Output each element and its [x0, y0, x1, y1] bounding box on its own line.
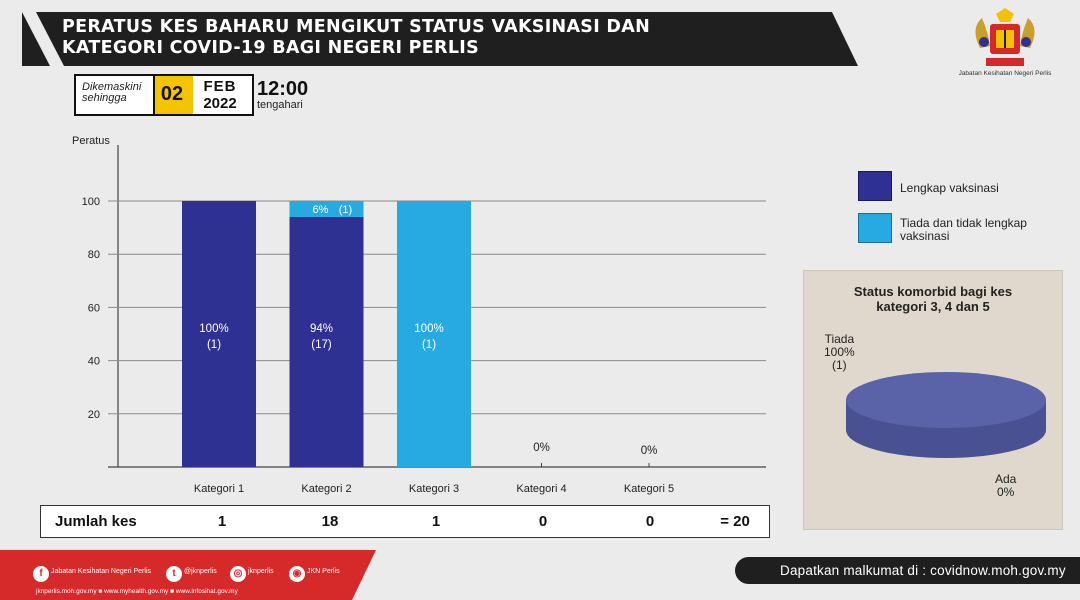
update-year: 2022 [203, 95, 237, 112]
bar-tiada-2 [289, 201, 364, 217]
y-tick-label: 40 [88, 356, 100, 368]
instagram-icon[interactable]: ◎ [230, 566, 246, 582]
data-label-percent: 100% [414, 323, 443, 335]
title-line-1: PERATUS KES BAHARU MENGIKUT STATUS VAKSI… [62, 17, 651, 37]
data-label-count: (1) [422, 339, 436, 351]
updated-label-line-1: Dikemaskini [82, 81, 142, 93]
x-tick-label: Kategori 5 [624, 483, 674, 495]
y-axis-title: Peratus [72, 135, 110, 147]
comorbidity-title-line-2: kategori 3, 4 dan 5 [876, 299, 990, 314]
legend-label-fully-vaccinated: Lengkap vaksinasi [900, 181, 999, 195]
legend-label-not-vaccinated: Tiada dan tidak lengkap vaksinasi [900, 216, 1027, 243]
totals-label: Jumlah kes [55, 513, 137, 530]
update-day: 02 [160, 83, 184, 105]
pie-label-ada: Ada 0% [995, 473, 1016, 499]
total-kategori-5: 0 [645, 513, 655, 530]
totals-table [40, 505, 770, 538]
calendar-icon [153, 76, 193, 114]
pie-label-tiada-count: (1) [832, 358, 847, 372]
x-tick-label: Kategori 2 [301, 483, 351, 495]
y-tick-label: 60 [88, 302, 100, 314]
pie-label-tiada: Tiada 100% (1) [824, 333, 855, 372]
total-kategori-1: 1 [217, 513, 227, 530]
facebook-icon[interactable]: f [33, 566, 49, 582]
comorbidity-title: Status komorbid bagi kes kategori 3, 4 d… [803, 284, 1063, 314]
bar-tiada-3 [397, 201, 471, 467]
update-time: 12:00 [257, 78, 309, 100]
pie-slice-tiada [846, 372, 1046, 428]
footer-websites[interactable]: jknperlis.moh.gov.my ■ www.myhealth.gov.… [36, 588, 238, 595]
updated-label-line-2: sehingga [82, 92, 127, 104]
bar-lengkap-2 [289, 216, 364, 467]
social-facebook-label[interactable]: Jabatan Kesihatan Negeri Perlis [51, 568, 152, 575]
x-tick-label: Kategori 1 [194, 483, 244, 495]
social-website-label[interactable]: JKN Perlis [307, 568, 340, 575]
social-twitter-label[interactable]: @jknperlis [184, 568, 217, 575]
data-label-percent: 6% [313, 204, 329, 216]
data-label-count: (1) [339, 204, 352, 216]
social-instagram-label[interactable]: jknperlis [248, 568, 274, 575]
comorbidity-title-line-1: Status komorbid bagi kes [853, 284, 1013, 299]
grand-total: = 20 [720, 513, 750, 530]
info-link[interactable]: Dapatkan malkumat di : covidnow.moh.gov.… [780, 563, 1066, 578]
y-tick-label: 80 [88, 249, 100, 261]
data-label-zero: 0% [533, 442, 550, 454]
coat-of-arms-logo [975, 8, 1035, 66]
pie-label-tiada-name: Tiada [824, 332, 855, 346]
updated-label: Dikemaskini sehingga [82, 82, 141, 104]
website-icon[interactable]: ◉ [289, 566, 305, 582]
legend-swatch-fully-vaccinated [858, 171, 892, 201]
data-label-zero: 0% [641, 445, 658, 457]
data-label-count: (1) [207, 339, 221, 351]
title-banner [22, 12, 858, 66]
update-month: FEB [203, 78, 237, 95]
bar-lengkap-1 [182, 201, 256, 467]
footer-social-bar [0, 550, 376, 600]
info-bar [735, 557, 1080, 584]
total-kategori-3: 1 [431, 513, 441, 530]
data-label-percent: 94% [310, 323, 333, 335]
total-kategori-4: 0 [538, 513, 548, 530]
update-time-suffix: tengahari [257, 99, 303, 111]
pie-label-tiada-percent: 100% [824, 345, 855, 359]
data-label-count: (17) [311, 339, 332, 351]
title-line-2: KATEGORI COVID-19 BAGI NEGERI PERLIS [62, 38, 479, 58]
x-tick-label: Kategori 4 [516, 483, 566, 495]
y-tick-label: 20 [88, 409, 100, 421]
legend-swatch-not-vaccinated [858, 213, 892, 243]
pie-label-ada-name: Ada [995, 472, 1017, 486]
x-tick-label: Kategori 3 [409, 483, 459, 495]
twitter-icon[interactable]: t [166, 566, 182, 582]
pie-label-ada-percent: 0% [997, 485, 1015, 499]
total-kategori-2: 18 [321, 513, 339, 530]
data-label-percent: 100% [199, 323, 228, 335]
comorbidity-pie-chart [846, 372, 1046, 458]
agency-caption: Jabatan Kesihatan Negeri Perlis [958, 70, 1052, 77]
y-tick-label: 100 [82, 196, 100, 208]
page-title: PERATUS KES BAHARU MENGIKUT STATUS VAKSI… [62, 17, 650, 59]
